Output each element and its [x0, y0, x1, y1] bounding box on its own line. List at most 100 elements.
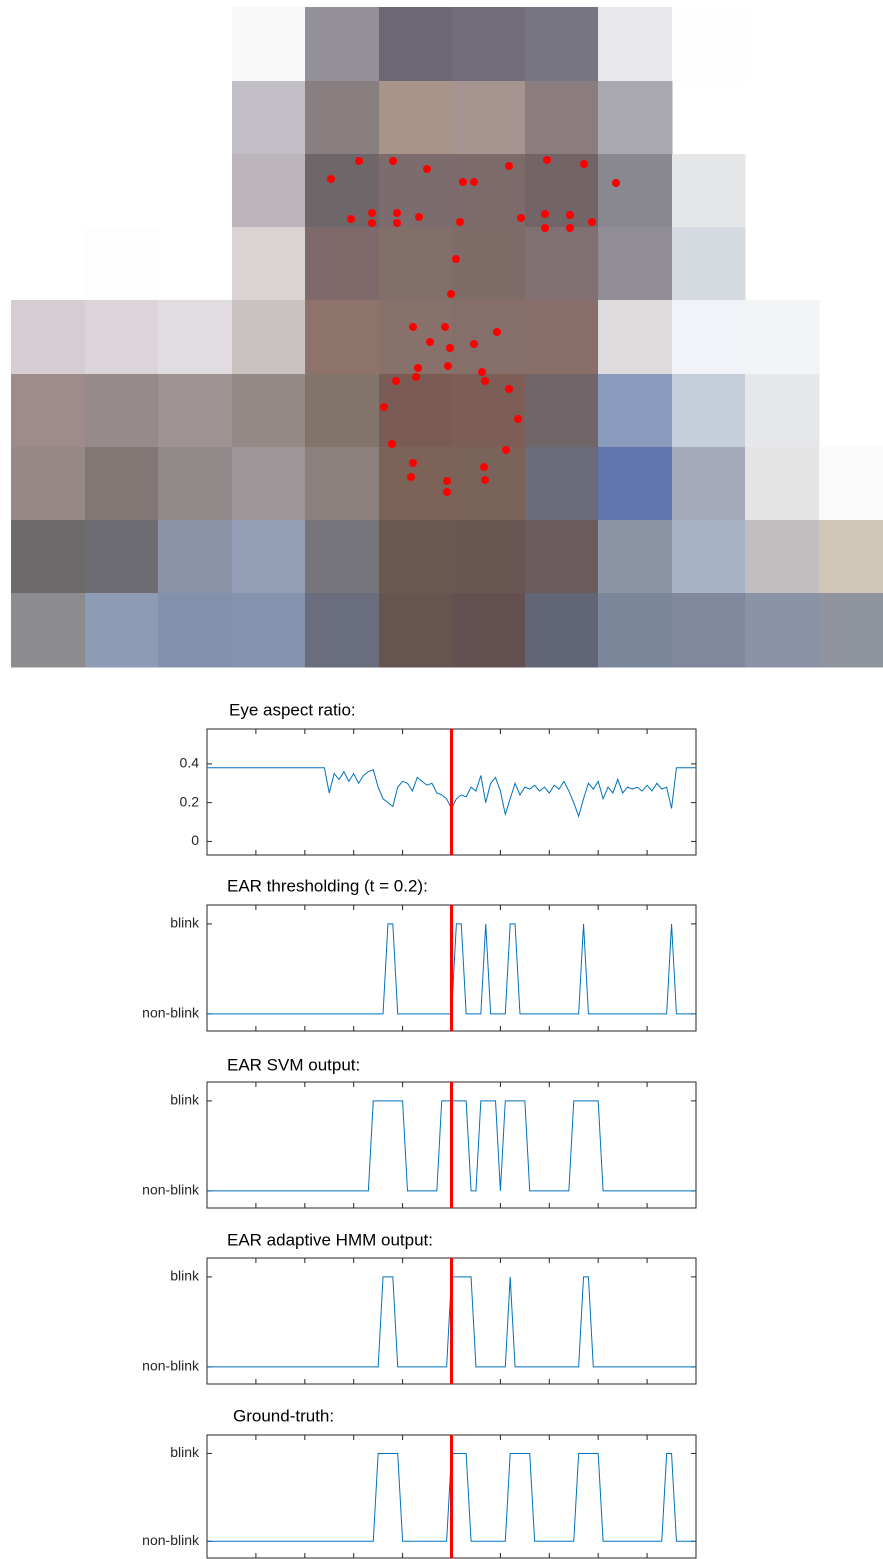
landmark	[415, 213, 423, 221]
pixel	[525, 300, 599, 375]
landmark	[566, 211, 574, 219]
pixel	[11, 300, 86, 375]
landmark	[327, 175, 335, 183]
y-tick-label: 0.2	[180, 793, 200, 809]
landmark	[541, 224, 549, 232]
landmark	[517, 214, 525, 222]
landmark	[441, 323, 449, 331]
pixel	[819, 520, 883, 594]
y-tick-label: non-blink	[142, 1182, 200, 1198]
landmark	[393, 219, 401, 227]
pixel	[379, 447, 453, 521]
landmark	[447, 290, 455, 298]
pixel	[672, 374, 746, 448]
pixel	[525, 227, 599, 301]
pixel	[305, 7, 380, 82]
pixel	[11, 374, 86, 448]
pixel	[158, 374, 233, 448]
pixel	[452, 593, 526, 668]
pixel	[379, 593, 453, 668]
chart-title: Eye aspect ratio:	[229, 700, 356, 719]
pixel	[379, 227, 453, 301]
y-tick-label: non-blink	[142, 1532, 200, 1548]
pixel	[305, 154, 380, 228]
chart-title: EAR adaptive HMM output:	[227, 1230, 433, 1249]
pixel	[11, 447, 86, 521]
landmark	[347, 215, 355, 223]
pixel	[452, 520, 526, 594]
landmark	[368, 219, 376, 227]
chart-panel: EAR thresholding (t = 0.2):non-blinkblin…	[142, 876, 696, 1031]
pixel	[598, 154, 673, 228]
pixel	[745, 520, 820, 594]
pixel	[452, 7, 526, 82]
landmark	[443, 477, 451, 485]
pixel	[672, 7, 746, 82]
landmark	[566, 224, 574, 232]
pixel	[305, 227, 380, 301]
landmark	[480, 463, 488, 471]
pixel	[745, 300, 820, 375]
pixel	[379, 7, 453, 82]
pixel	[158, 300, 233, 375]
y-tick-label: non-blink	[142, 1005, 200, 1021]
pixel	[11, 593, 86, 668]
pixel	[85, 374, 159, 448]
pixel	[305, 374, 380, 448]
face-image	[11, 7, 883, 668]
pixel	[452, 154, 526, 228]
landmark	[493, 328, 501, 336]
pixel	[598, 7, 673, 82]
pixel	[452, 81, 526, 155]
landmark	[389, 157, 397, 165]
landmark	[541, 210, 549, 218]
landmark	[456, 218, 464, 226]
pixel	[232, 227, 306, 301]
landmark	[470, 340, 478, 348]
pixel	[232, 447, 306, 521]
landmark	[423, 165, 431, 173]
figure: Eye aspect ratio:00.20.4EAR thresholding…	[0, 0, 883, 1559]
pixel	[11, 520, 86, 594]
pixel	[672, 520, 746, 594]
pixel	[158, 447, 233, 521]
y-tick-label: 0.4	[180, 755, 200, 771]
pixel	[85, 593, 159, 668]
pixel	[232, 154, 306, 228]
chart-panel: Ground-truth: non-blink blink	[142, 1406, 696, 1558]
y-tick-label: non-blink	[142, 1358, 200, 1374]
landmark	[502, 446, 510, 454]
pixel	[379, 81, 453, 155]
pixel	[525, 81, 599, 155]
pixel	[85, 520, 159, 594]
landmark	[481, 476, 489, 484]
y-tick-label: blink	[170, 1444, 200, 1460]
landmark	[514, 415, 522, 423]
pixel	[305, 520, 380, 594]
pixel	[598, 227, 673, 301]
pixel	[672, 447, 746, 521]
chart-title: EAR SVM output:	[227, 1055, 360, 1074]
landmark	[409, 459, 417, 467]
landmark	[543, 156, 551, 164]
landmark	[459, 178, 467, 186]
landmark	[580, 160, 588, 168]
landmark	[443, 488, 451, 496]
landmark	[388, 440, 396, 448]
landmark	[505, 162, 513, 170]
pixel	[85, 300, 159, 375]
pixel	[598, 520, 673, 594]
pixel	[232, 593, 306, 668]
landmark	[446, 344, 454, 352]
pixel	[598, 81, 673, 155]
landmark	[505, 385, 513, 393]
landmark	[481, 377, 489, 385]
landmark	[470, 178, 478, 186]
chart-title: Ground-truth:	[233, 1406, 334, 1425]
y-tick-label: blink	[170, 1268, 200, 1284]
pixel	[379, 300, 453, 375]
landmark	[409, 323, 417, 331]
pixel	[158, 520, 233, 594]
pixel	[525, 447, 599, 521]
landmark	[414, 364, 422, 372]
